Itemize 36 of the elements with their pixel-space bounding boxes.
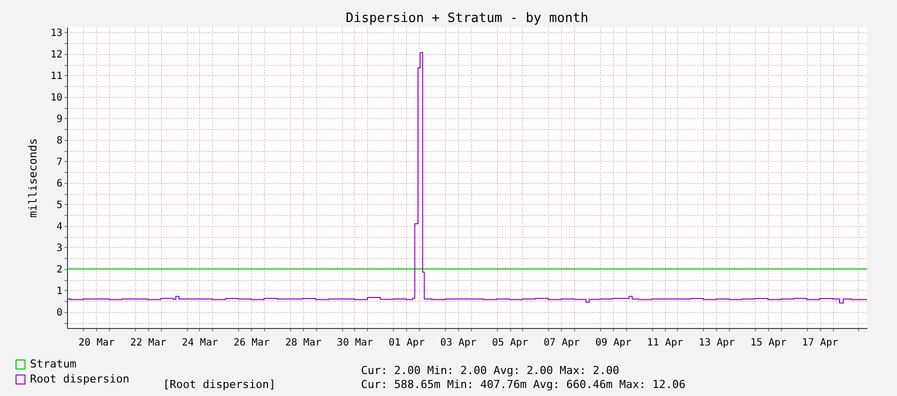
chart-title: Dispersion + Stratum - by month <box>346 11 588 26</box>
text: Cur: 2.00 Min: 2.00 Avg: 2.00 Max: 2.00 <box>361 364 620 377</box>
x-tick-label: 15 Apr <box>750 338 787 348</box>
y-tick-label: 11 <box>50 70 62 82</box>
x-tick-label: 03 Apr <box>440 338 476 348</box>
y-tick-label: 1 <box>56 286 62 297</box>
y-tick-label: 3 <box>56 242 62 254</box>
x-tick-label: 20 Mar <box>78 338 115 348</box>
x-tick-label: 11 Apr <box>647 338 684 348</box>
y-tick-label: 0 <box>56 307 62 318</box>
y-tick-label: 6 <box>56 178 62 190</box>
y-tick-label: 2 <box>56 264 62 276</box>
x-tick-label: 13 Apr <box>698 338 735 348</box>
y-tick-label: 8 <box>56 135 62 146</box>
x-tick-label: 17 Apr <box>802 338 838 348</box>
y-tick-label: 10 <box>50 92 62 104</box>
y-tick-label: 9 <box>56 114 62 125</box>
legend-label: Root dispersion <box>30 372 130 386</box>
y-tick-label: 7 <box>56 156 62 168</box>
x-tick-label: 07 Apr <box>544 338 580 348</box>
y-tick-label: 5 <box>56 200 62 211</box>
x-tick-label: 01 Apr <box>388 338 425 348</box>
x-tick-label: 09 Apr <box>595 338 632 348</box>
y-tick-label: 13 <box>50 28 62 39</box>
x-tick-label: 30 Mar <box>336 338 374 348</box>
text: [Root dispersion] <box>163 378 276 391</box>
x-tick-label: 24 Mar <box>182 338 218 348</box>
x-tick-label: 05 Apr <box>492 338 528 348</box>
x-tick-label: 26 Mar <box>234 338 270 348</box>
x-tick-label: 22 Mar <box>130 338 166 348</box>
x-tick-label: 28 Mar <box>285 338 322 348</box>
y-tick-label: 12 <box>50 49 62 60</box>
y-axis-title: milliseconds <box>26 138 40 218</box>
text: Cur: 588.65m Min: 407.76m Avg: 660.46m Max: 12.06 <box>361 378 686 391</box>
legend-label: Stratum <box>30 358 77 370</box>
y-tick-label: 4 <box>56 221 62 232</box>
